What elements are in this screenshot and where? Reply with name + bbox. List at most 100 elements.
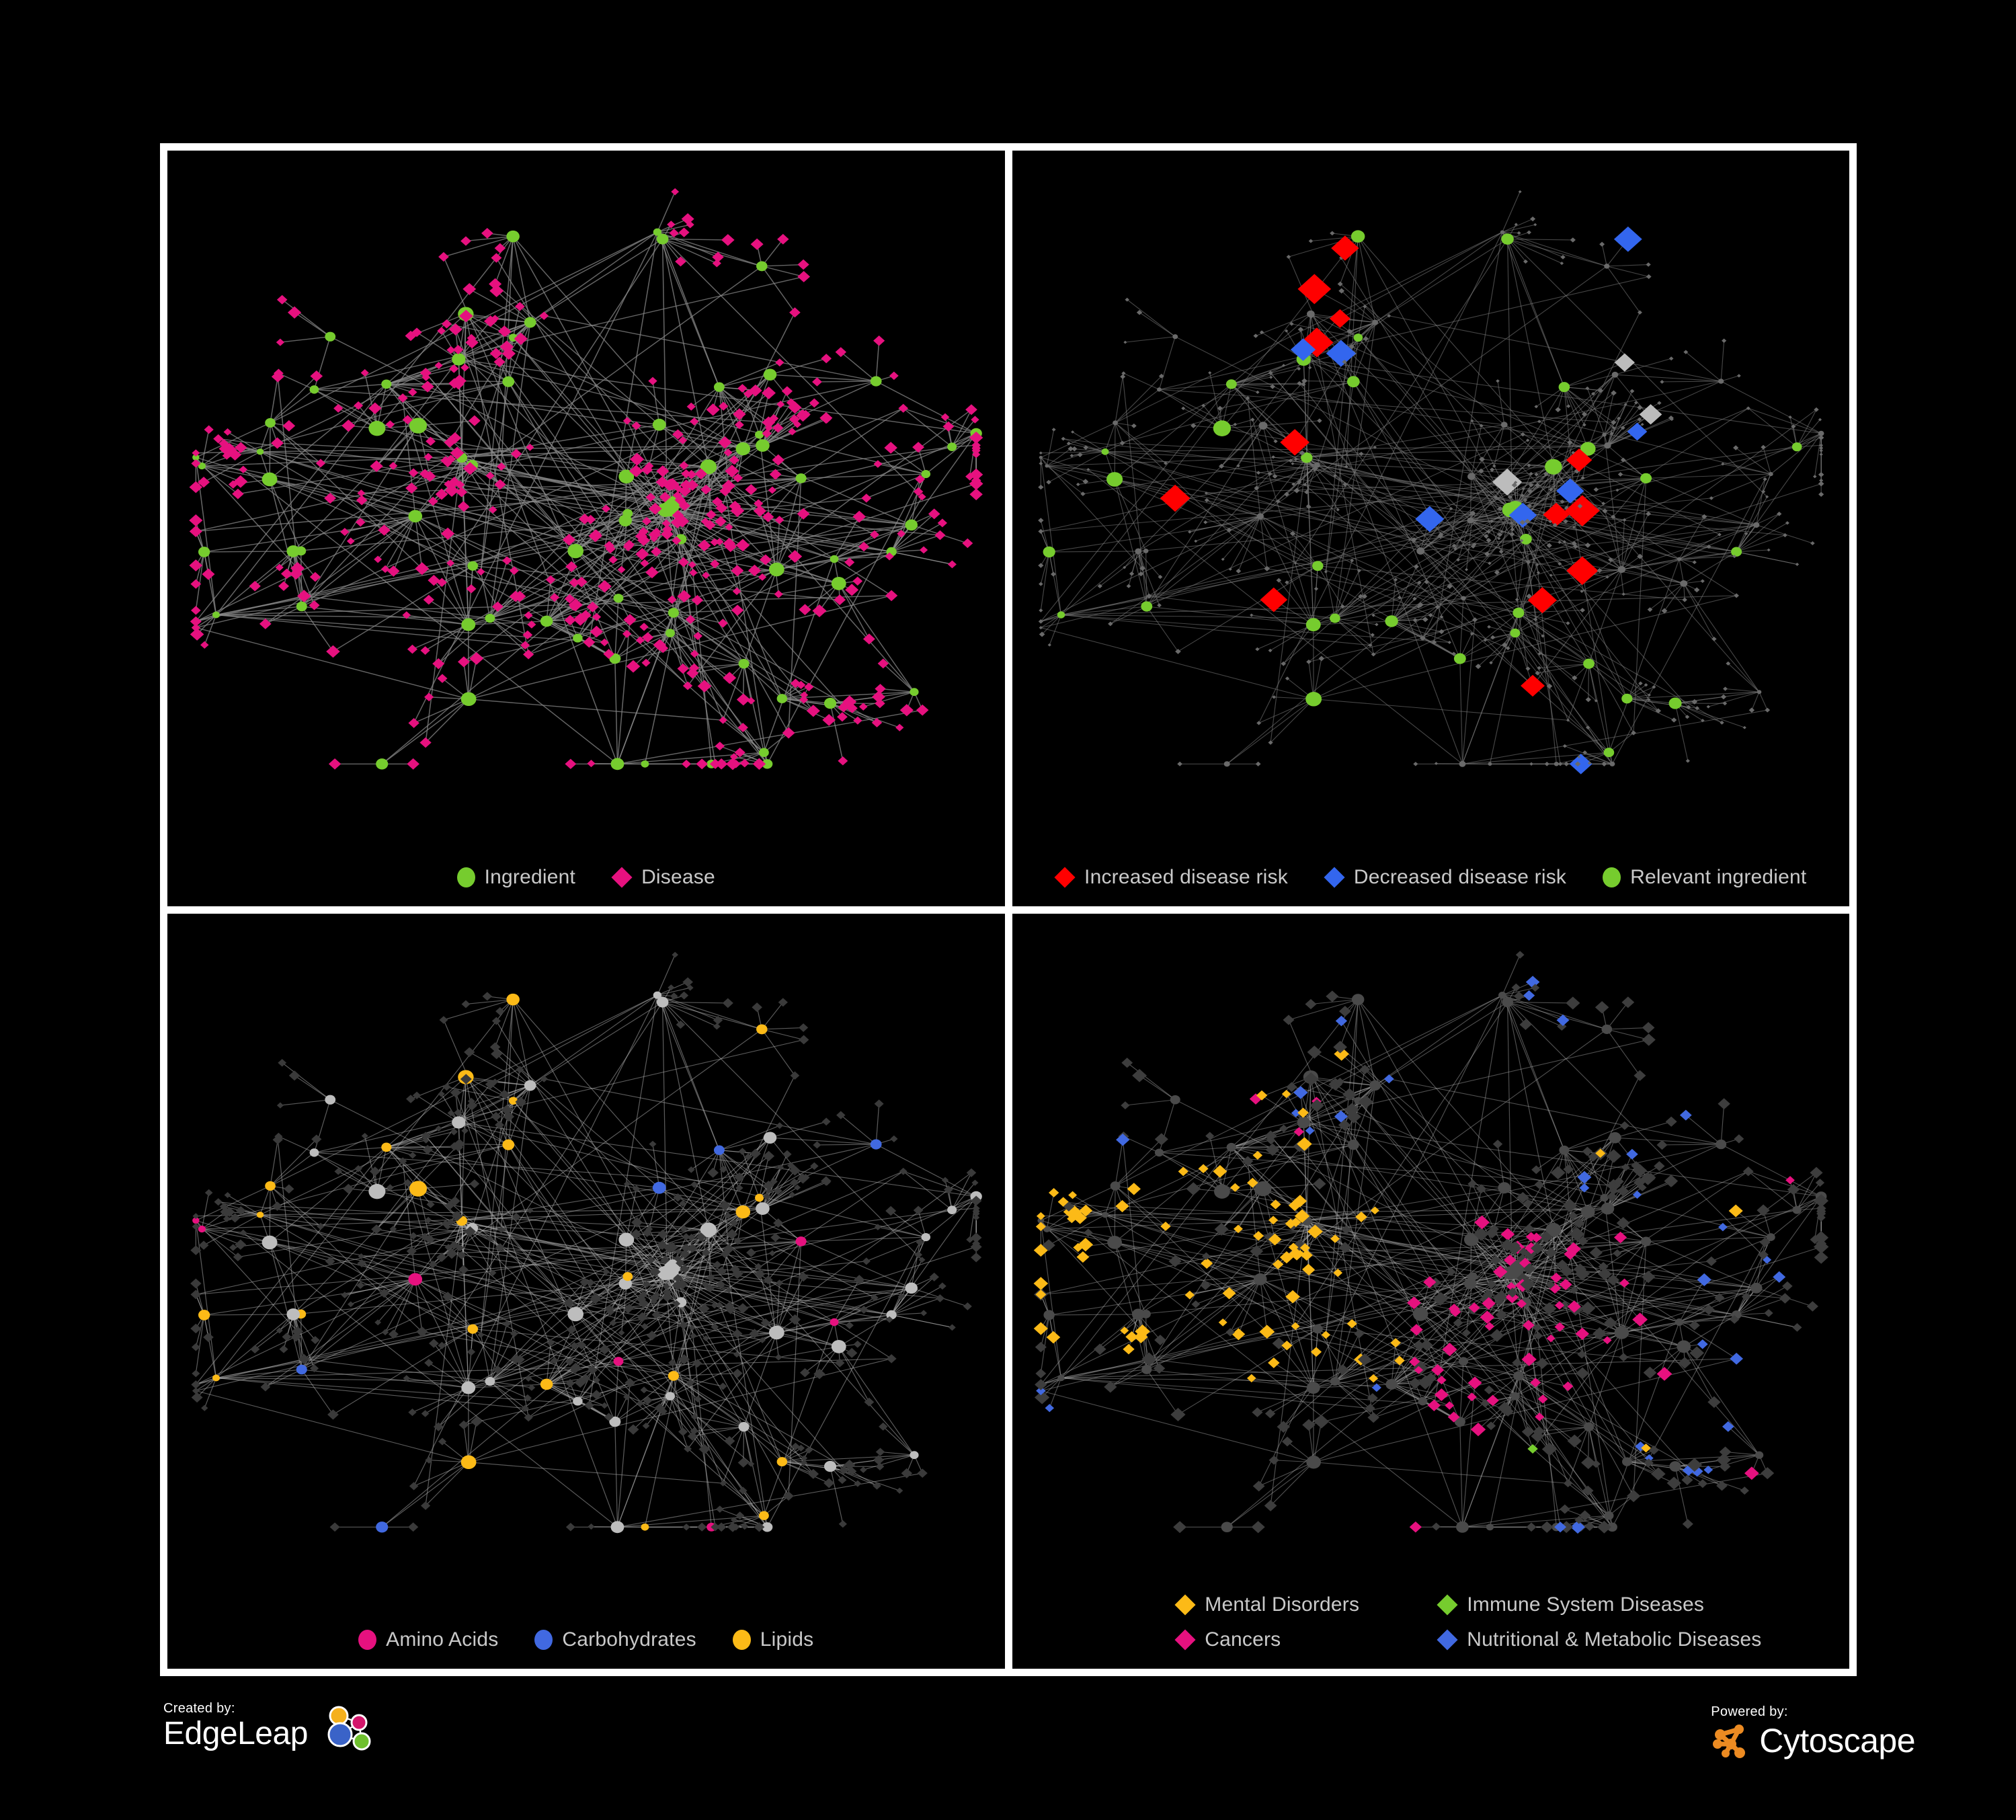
disease-node[interactable] xyxy=(1556,1014,1570,1026)
disease-node[interactable] xyxy=(1494,1297,1503,1306)
disease-node[interactable] xyxy=(657,1229,668,1239)
disease-node[interactable] xyxy=(1046,1331,1060,1343)
disease-node[interactable] xyxy=(438,1341,446,1349)
ingredient-node[interactable] xyxy=(795,473,807,483)
ingredient-node[interactable] xyxy=(309,385,319,394)
disease-node[interactable] xyxy=(1631,1312,1648,1327)
disease-node[interactable] xyxy=(438,251,449,262)
ingredient-node[interactable] xyxy=(460,692,477,707)
disease-node[interactable] xyxy=(1076,482,1080,487)
disease-node[interactable] xyxy=(467,1097,475,1105)
ingredient-node[interactable] xyxy=(1369,1080,1381,1091)
disease-node[interactable] xyxy=(1697,1478,1707,1488)
disease-node[interactable] xyxy=(762,511,774,522)
ingredient-node[interactable] xyxy=(700,1222,717,1237)
disease-node[interactable] xyxy=(1252,1150,1262,1160)
disease-node[interactable] xyxy=(889,371,899,381)
disease-node[interactable] xyxy=(1535,563,1539,567)
disease-node[interactable] xyxy=(1037,518,1044,523)
disease-node[interactable] xyxy=(435,488,448,500)
disease-node[interactable] xyxy=(1681,1474,1693,1485)
disease-node[interactable] xyxy=(1279,1124,1288,1132)
disease-node[interactable] xyxy=(467,1100,478,1111)
disease-node[interactable] xyxy=(1119,374,1125,379)
disease-node[interactable] xyxy=(369,1166,380,1176)
disease-node[interactable] xyxy=(1813,1230,1828,1244)
ingredient-node[interactable] xyxy=(1617,565,1625,573)
disease-node[interactable] xyxy=(465,336,479,349)
ingredient-node[interactable] xyxy=(1330,1376,1340,1386)
disease-node[interactable] xyxy=(1280,661,1286,666)
ingredient-node[interactable] xyxy=(1134,548,1141,555)
disease-node[interactable] xyxy=(1718,1461,1730,1472)
disease-node[interactable] xyxy=(750,238,764,250)
disease-node[interactable] xyxy=(1499,530,1504,534)
disease-node[interactable] xyxy=(1252,1480,1265,1491)
disease-node[interactable] xyxy=(1566,556,1598,586)
disease-node[interactable] xyxy=(464,1047,475,1057)
disease-node[interactable] xyxy=(1736,374,1741,378)
disease-node[interactable] xyxy=(1625,1148,1638,1160)
ingredient-node[interactable] xyxy=(905,519,918,531)
disease-node[interactable] xyxy=(1619,1121,1629,1130)
disease-node[interactable] xyxy=(1574,1515,1583,1524)
disease-node[interactable] xyxy=(1818,435,1824,440)
ingredient-node[interactable] xyxy=(1306,1381,1320,1394)
disease-node[interactable] xyxy=(1251,1520,1265,1533)
disease-node[interactable] xyxy=(411,327,422,338)
disease-node[interactable] xyxy=(641,1322,649,1330)
disease-node[interactable] xyxy=(493,356,506,367)
disease-node[interactable] xyxy=(1761,489,1765,493)
disease-node[interactable] xyxy=(452,345,464,355)
disease-node[interactable] xyxy=(1256,1090,1267,1101)
disease-node[interactable] xyxy=(1528,482,1534,487)
disease-node[interactable] xyxy=(1121,371,1126,376)
disease-node[interactable] xyxy=(191,459,201,468)
disease-node[interactable] xyxy=(769,469,782,480)
disease-node[interactable] xyxy=(189,559,203,571)
disease-node[interactable] xyxy=(219,1202,229,1210)
disease-node[interactable] xyxy=(1579,608,1585,613)
disease-node[interactable] xyxy=(800,691,809,699)
disease-node[interactable] xyxy=(853,1340,862,1348)
disease-node[interactable] xyxy=(259,618,272,629)
disease-node[interactable] xyxy=(1562,540,1566,544)
disease-node[interactable] xyxy=(495,1006,505,1015)
disease-node[interactable] xyxy=(191,606,201,615)
disease-node[interactable] xyxy=(805,1446,813,1454)
ingredient-node[interactable] xyxy=(408,1272,423,1285)
disease-node[interactable] xyxy=(774,590,783,598)
disease-node[interactable] xyxy=(668,1359,676,1366)
disease-node[interactable] xyxy=(1296,381,1302,386)
disease-node[interactable] xyxy=(1336,508,1340,512)
disease-node[interactable] xyxy=(482,991,493,1000)
disease-node[interactable] xyxy=(852,510,866,523)
disease-node[interactable] xyxy=(1082,445,1088,450)
ingredient-node[interactable] xyxy=(506,230,520,243)
disease-node[interactable] xyxy=(1591,1459,1601,1468)
disease-node[interactable] xyxy=(676,1020,686,1029)
disease-node[interactable] xyxy=(358,1253,365,1259)
disease-node[interactable] xyxy=(1330,235,1359,261)
disease-node[interactable] xyxy=(1621,996,1634,1008)
ingredient-node[interactable] xyxy=(265,418,276,428)
disease-node[interactable] xyxy=(388,1329,399,1339)
disease-node[interactable] xyxy=(663,1288,672,1296)
disease-node[interactable] xyxy=(869,530,879,539)
disease-node[interactable] xyxy=(1702,1304,1715,1315)
disease-node[interactable] xyxy=(1296,479,1301,485)
disease-node[interactable] xyxy=(570,1366,577,1373)
ingredient-node[interactable] xyxy=(1170,1095,1180,1104)
disease-node[interactable] xyxy=(729,500,741,512)
ingredient-node[interactable] xyxy=(485,1376,495,1386)
disease-node[interactable] xyxy=(1293,457,1298,461)
disease-node[interactable] xyxy=(1174,649,1181,654)
disease-node[interactable] xyxy=(731,604,744,616)
disease-node[interactable] xyxy=(499,340,514,354)
disease-node[interactable] xyxy=(725,1286,733,1293)
disease-node[interactable] xyxy=(1414,1366,1423,1374)
disease-node[interactable] xyxy=(632,1185,641,1193)
disease-node[interactable] xyxy=(748,564,762,577)
ingredient-node[interactable] xyxy=(325,1095,336,1105)
disease-node[interactable] xyxy=(733,1351,741,1357)
